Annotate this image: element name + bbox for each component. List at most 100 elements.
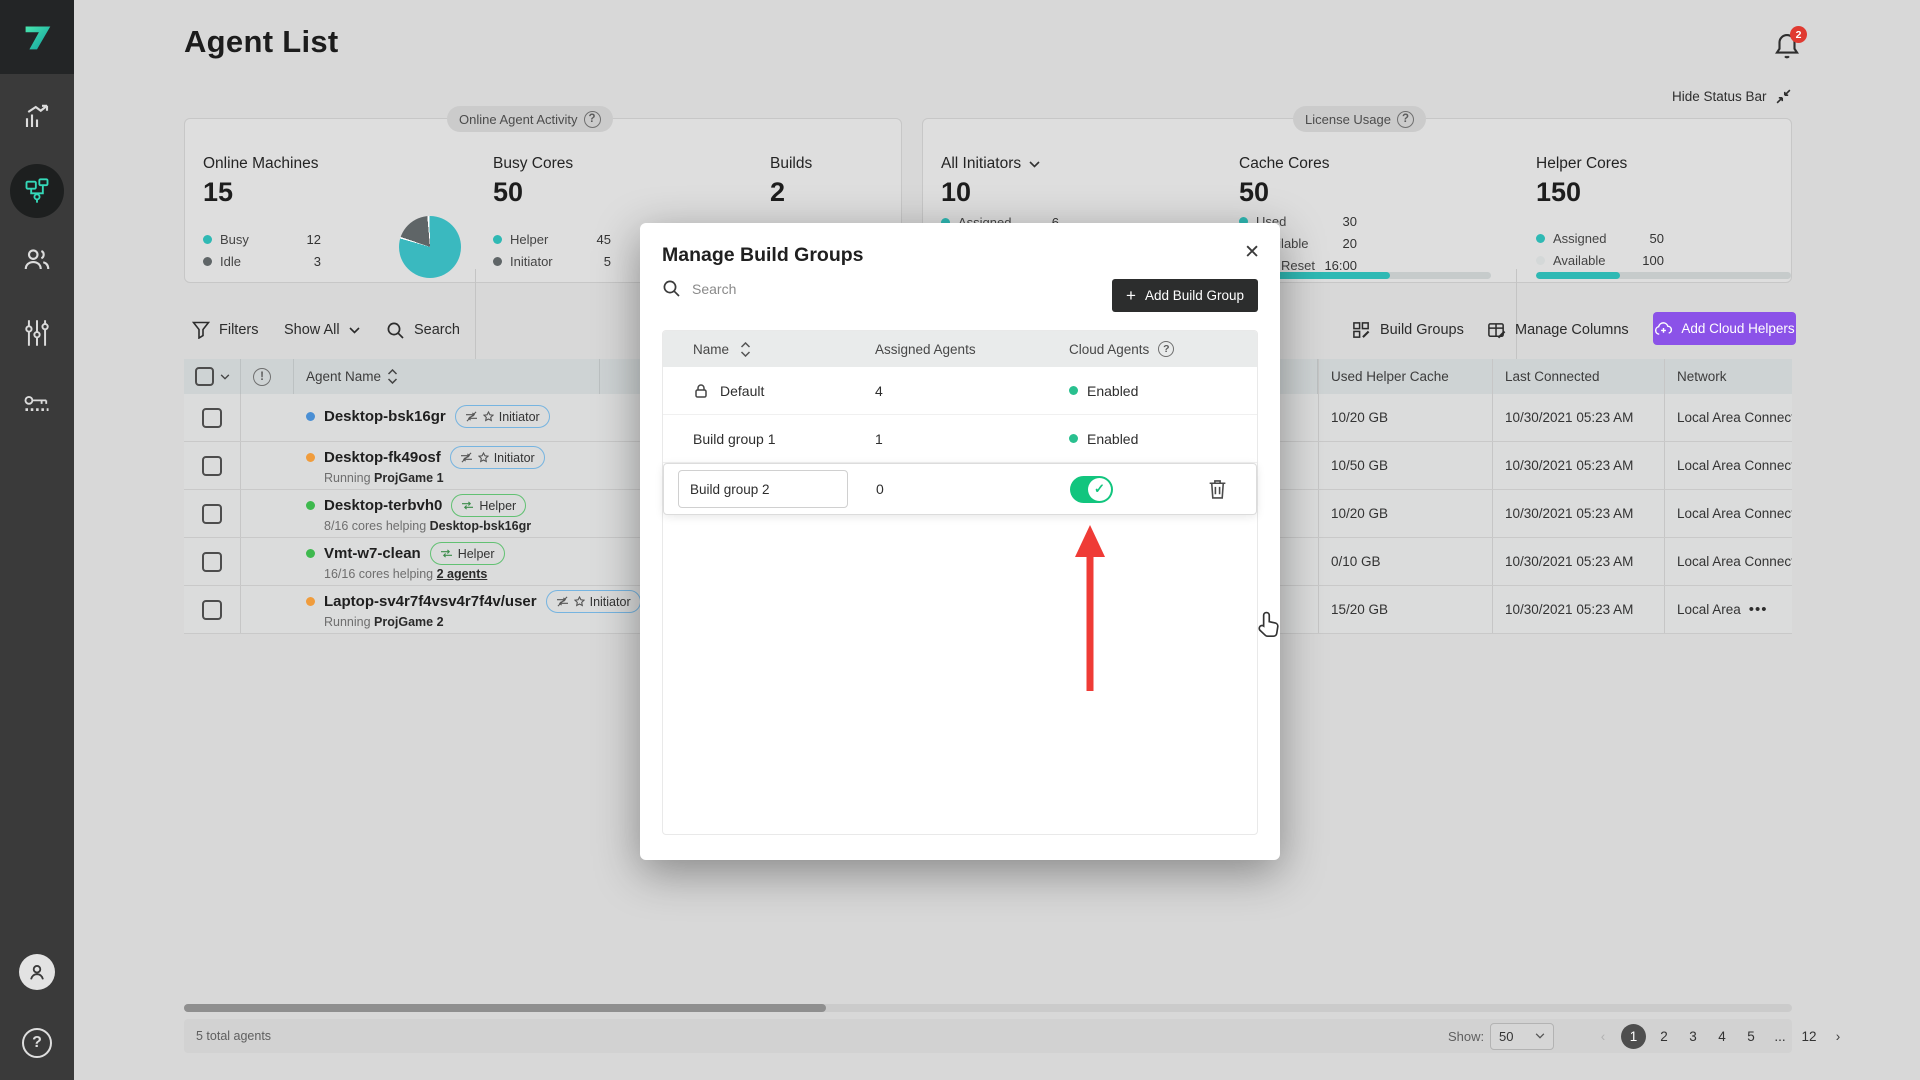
page-1-button[interactable]: 1	[1621, 1023, 1646, 1049]
show-all-dropdown[interactable]: Show All	[284, 312, 360, 348]
avatar	[19, 954, 55, 990]
build-groups-button[interactable]: Build Groups	[1352, 312, 1464, 348]
row-menu-button[interactable]: •••	[1748, 601, 1768, 618]
help-icon: ?	[22, 1028, 52, 1058]
sidebar-item-help[interactable]: ?	[0, 1028, 74, 1058]
group-name-input[interactable]	[678, 470, 848, 508]
sidebar-item-users[interactable]	[0, 244, 74, 274]
sidebar-item-license[interactable]	[0, 390, 74, 420]
assigned-count: 4	[875, 382, 883, 399]
legend-helper: Helper 45	[493, 232, 611, 247]
table-search-button[interactable]: Search	[386, 312, 460, 348]
next-page-button[interactable]: ›	[1835, 1028, 1841, 1044]
agent-name: Vmt-w7-clean	[324, 545, 421, 562]
manage-columns-button[interactable]: Manage Columns	[1487, 312, 1629, 348]
scrollbar-thumb[interactable]	[184, 1004, 826, 1012]
page-4-button[interactable]: 4	[1718, 1028, 1726, 1044]
sidebar-item-dashboard[interactable]	[0, 102, 74, 132]
build-group-row[interactable]: Default 4 Enabled	[663, 367, 1257, 415]
idle-label: Idle	[220, 254, 241, 269]
filters-button[interactable]: Filters	[192, 312, 258, 348]
build-group-row[interactable]: Build group 1 1 Enabled	[663, 415, 1257, 463]
toggle-knob: ✓	[1088, 477, 1111, 501]
cache-cores-progress-fill	[1239, 272, 1391, 279]
info-icon[interactable]: ?	[583, 110, 601, 128]
page-title: Agent List	[184, 24, 339, 59]
agent-subtext: Running ProjGame 1	[324, 471, 444, 485]
assigned-value: 6	[1052, 215, 1059, 230]
row-checkbox[interactable]	[202, 599, 222, 620]
legend-initiator: Initiator 5	[493, 254, 611, 269]
header-name[interactable]: Name	[663, 341, 875, 357]
prev-page-button[interactable]: ‹	[1600, 1028, 1606, 1044]
add-build-group-button[interactable]: + Add Build Group	[1112, 279, 1258, 312]
info-icon[interactable]: ?	[1158, 341, 1175, 357]
agent-subtext: 8/16 cores helping Desktop-bsk16gr	[324, 519, 532, 533]
idle-value: 3	[313, 254, 321, 269]
header-used-helper-cache[interactable]: Used Helper Cache	[1318, 359, 1492, 394]
status-dot	[306, 453, 315, 462]
online-agent-activity-pill: Online Agent Activity ?	[447, 106, 613, 132]
delete-group-button[interactable]	[1207, 478, 1228, 500]
online-machines-pie-chart	[399, 216, 461, 278]
helping-off-icon	[465, 411, 477, 422]
page-2-button[interactable]: 2	[1660, 1028, 1668, 1044]
row-checkbox[interactable]	[202, 503, 222, 524]
show-label: Show:	[1448, 1028, 1485, 1044]
header-cloud-agents: Cloud Agents ?	[1069, 341, 1209, 357]
add-cloud-helpers-label: Add Cloud Helpers	[1681, 321, 1795, 336]
license-usage-pill: License Usage ?	[1293, 106, 1426, 132]
horizontal-scrollbar[interactable]	[184, 1004, 1792, 1012]
initiator-value: 5	[603, 254, 611, 269]
helper-badge: Helper	[451, 494, 527, 517]
agent-name: Desktop-terbvh0	[324, 497, 443, 514]
sidebar-item-agents-active[interactable]	[0, 164, 74, 218]
page-size-value: 50	[1499, 1028, 1514, 1044]
page-5-button[interactable]: 5	[1747, 1028, 1755, 1044]
build-group-row-editing[interactable]: 0 ✓	[663, 463, 1257, 515]
page-12-button[interactable]: 12	[1801, 1028, 1817, 1044]
last-connected-value: 10/30/2021 05:23 AM	[1505, 410, 1634, 425]
initiator-dot	[493, 257, 502, 266]
row-checkbox[interactable]	[202, 551, 222, 572]
modal-search-input[interactable]	[692, 280, 912, 297]
header-filler	[600, 359, 1318, 394]
row-checkbox[interactable]	[202, 455, 222, 476]
header-last-connected[interactable]: Last Connected	[1492, 359, 1664, 394]
page-ellipsis: ...	[1774, 1028, 1786, 1044]
page-3-button[interactable]: 3	[1689, 1028, 1697, 1044]
builds-label: Builds	[770, 155, 813, 172]
header-network[interactable]: Network	[1664, 359, 1792, 394]
hide-status-bar-button[interactable]: Hide Status Bar	[1672, 88, 1792, 105]
row-checkbox[interactable]	[202, 407, 222, 428]
helping-icon	[440, 549, 452, 558]
build-groups-label: Build Groups	[1380, 322, 1464, 338]
chevron-down-icon[interactable]	[220, 373, 230, 380]
cloud-agents-toggle-on[interactable]: ✓	[1070, 475, 1113, 503]
chevron-down-icon	[1535, 1033, 1545, 1039]
cloud-plus-icon	[1655, 322, 1673, 335]
mouse-cursor	[1256, 610, 1282, 638]
notifications-button[interactable]: 2	[1772, 26, 1812, 70]
all-initiators-value: 10	[941, 177, 972, 207]
all-initiators-dropdown[interactable]: All Initiators	[941, 155, 1040, 173]
pagination: ‹ 1 2 3 4 5 ... 12 ›	[1592, 1023, 1849, 1049]
status-dot	[306, 501, 315, 510]
cache-value: 15/20 GB	[1331, 602, 1389, 617]
add-cloud-helpers-button[interactable]: Add Cloud Helpers	[1653, 312, 1796, 345]
app-logo[interactable]	[0, 0, 74, 74]
sidebar-item-profile[interactable]	[0, 954, 74, 990]
agents-link[interactable]: 2 agents	[436, 567, 488, 581]
info-icon[interactable]: ?	[1397, 110, 1414, 128]
modal-search[interactable]	[662, 279, 912, 298]
select-all-checkbox[interactable]	[194, 367, 214, 386]
close-icon[interactable]: ✕	[1244, 242, 1260, 263]
page-size-select[interactable]: 50	[1490, 1022, 1554, 1050]
initiator-badge: Initiator	[454, 405, 550, 428]
cache-cores-progress	[1239, 272, 1491, 279]
header-agent-name[interactable]: Agent Name	[294, 359, 600, 394]
cache-column-label: Used Helper Cache	[1331, 369, 1449, 384]
sidebar-item-settings[interactable]	[0, 318, 74, 348]
pin-icon	[573, 596, 585, 607]
